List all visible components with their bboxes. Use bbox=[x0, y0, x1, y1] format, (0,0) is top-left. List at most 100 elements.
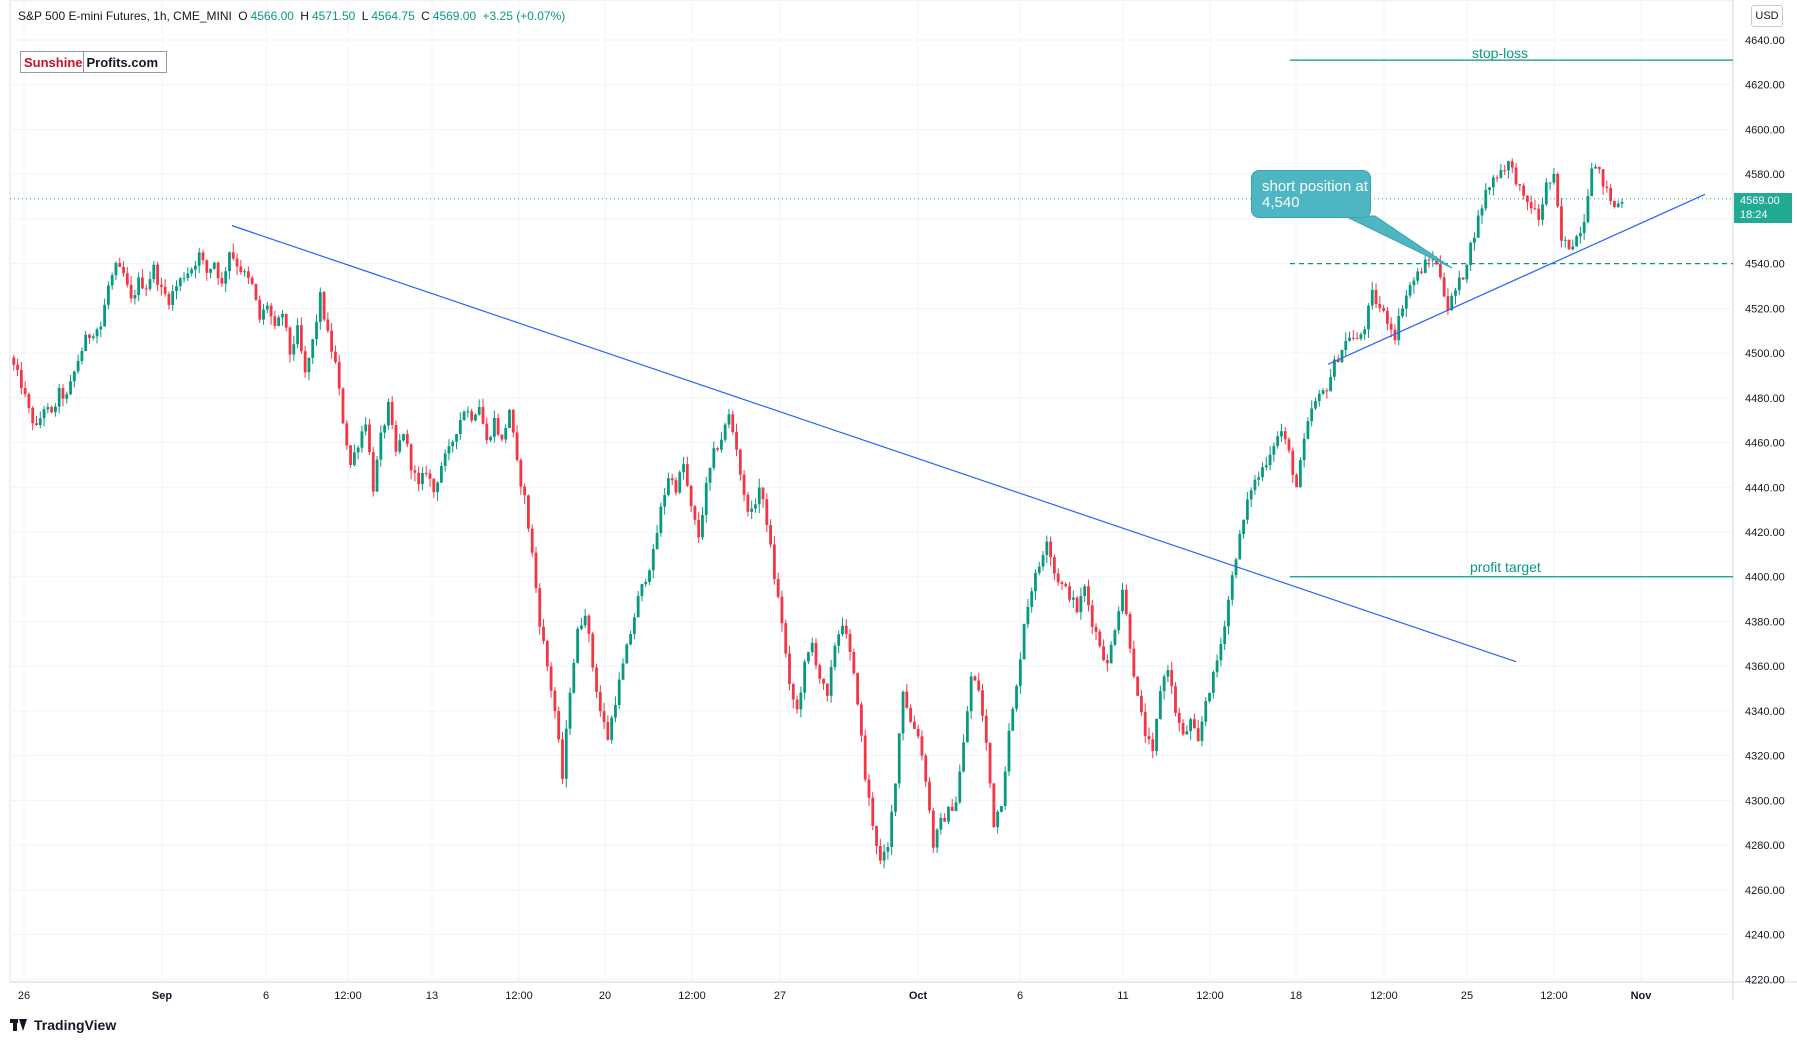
candle-body bbox=[88, 334, 91, 338]
candle-body bbox=[167, 293, 171, 305]
price-tick-label: 4420.00 bbox=[1745, 527, 1785, 539]
candle-body bbox=[1397, 316, 1401, 341]
candle-body bbox=[1578, 233, 1582, 237]
candle-body bbox=[1287, 439, 1291, 451]
candle-body bbox=[129, 284, 133, 299]
candle-body bbox=[1389, 323, 1393, 330]
candle-body bbox=[1253, 479, 1257, 491]
candle-body bbox=[462, 411, 466, 421]
price-tick-label: 4400.00 bbox=[1745, 572, 1785, 584]
candle-body bbox=[250, 277, 254, 284]
candle-body bbox=[579, 625, 583, 629]
candle-body bbox=[12, 357, 16, 365]
candle-body bbox=[239, 266, 243, 272]
candle-body bbox=[1064, 583, 1068, 587]
candle-body bbox=[769, 525, 772, 545]
candle-body bbox=[212, 262, 216, 269]
candle-body bbox=[428, 473, 432, 479]
candle-body bbox=[1037, 566, 1041, 573]
candle-body bbox=[1136, 676, 1140, 696]
candle-body bbox=[1083, 586, 1087, 597]
candle-body bbox=[72, 371, 76, 382]
candle-body bbox=[273, 316, 277, 326]
candle-body bbox=[1563, 239, 1567, 241]
candle-body bbox=[1435, 259, 1438, 264]
chart-grid bbox=[9, 0, 1797, 1000]
currency-button[interactable]: USD bbox=[1751, 5, 1783, 27]
candle-body bbox=[1105, 660, 1109, 664]
price-axis: 4640.004620.004600.004580.004560.004540.… bbox=[1745, 35, 1785, 986]
time-tick-label: 12:00 bbox=[1540, 990, 1568, 1002]
candle-body bbox=[330, 330, 334, 352]
price-tick-label: 4500.00 bbox=[1745, 348, 1785, 360]
candle-body bbox=[810, 642, 814, 653]
logo-part-2: Profits.com bbox=[82, 52, 158, 72]
candle-body bbox=[1359, 334, 1363, 339]
candle-body bbox=[496, 417, 500, 435]
candle-body bbox=[485, 423, 489, 441]
candle-body bbox=[1442, 277, 1446, 297]
candle-body bbox=[1484, 189, 1488, 209]
candle-body bbox=[360, 431, 364, 448]
candle-body bbox=[141, 277, 144, 289]
candle-body bbox=[723, 424, 727, 440]
candle-body bbox=[1620, 202, 1624, 204]
candle-body bbox=[1049, 541, 1053, 558]
candle-body bbox=[1018, 659, 1022, 686]
candle-body bbox=[1200, 721, 1204, 741]
candle-body bbox=[825, 683, 829, 696]
candle-body bbox=[1109, 644, 1113, 664]
candle-body bbox=[1480, 208, 1484, 216]
candle-body bbox=[1548, 182, 1552, 184]
candle-body bbox=[1174, 686, 1177, 713]
candle-body bbox=[602, 711, 606, 723]
candle-body bbox=[557, 711, 561, 740]
candle-body bbox=[258, 299, 262, 320]
candle-body bbox=[1068, 586, 1071, 600]
candle-body bbox=[186, 273, 190, 279]
candle-body bbox=[1609, 187, 1613, 201]
candle-body bbox=[133, 295, 137, 299]
candle-body bbox=[1317, 393, 1321, 402]
candle-body bbox=[477, 406, 481, 415]
candle-body bbox=[458, 420, 462, 435]
candle-body bbox=[1537, 208, 1541, 220]
candle-body bbox=[31, 407, 35, 424]
candle-body bbox=[784, 623, 788, 654]
candle-body bbox=[981, 690, 984, 716]
price-tick-label: 4640.00 bbox=[1745, 35, 1785, 47]
candle-body bbox=[754, 504, 757, 509]
candle-body bbox=[383, 425, 387, 433]
candle-body bbox=[455, 434, 458, 442]
candle-body bbox=[1450, 295, 1454, 311]
tradingview-brand[interactable]: TradingView bbox=[10, 1017, 116, 1033]
candle-body bbox=[837, 634, 841, 646]
candle-body bbox=[1075, 597, 1079, 613]
candle-body bbox=[704, 482, 708, 516]
candle-body bbox=[1473, 237, 1476, 243]
candle-body bbox=[772, 544, 776, 580]
candle-body bbox=[216, 262, 220, 278]
time-tick-label: 12:00 bbox=[505, 990, 533, 1002]
candle-body bbox=[341, 388, 345, 424]
candle-body bbox=[19, 369, 23, 389]
candle-body bbox=[962, 742, 965, 772]
candle-body bbox=[943, 817, 947, 822]
candle-body bbox=[928, 781, 931, 811]
candle-body bbox=[417, 472, 421, 485]
candlestick-series bbox=[12, 158, 1624, 869]
candle-body bbox=[1533, 208, 1537, 210]
candle-body bbox=[1385, 310, 1389, 324]
short-position-callout[interactable]: short position at 4,540 bbox=[1251, 170, 1371, 218]
candle-body bbox=[1071, 597, 1075, 600]
candle-body bbox=[394, 424, 398, 452]
low-value: 4564.75 bbox=[371, 9, 415, 23]
candle-body bbox=[1302, 438, 1306, 461]
trendlines bbox=[231, 193, 1706, 663]
candle-body bbox=[659, 506, 663, 533]
candle-body bbox=[954, 802, 958, 811]
candle-body bbox=[1594, 166, 1597, 169]
candle-body bbox=[939, 817, 943, 830]
price-tick-label: 4360.00 bbox=[1745, 661, 1785, 673]
